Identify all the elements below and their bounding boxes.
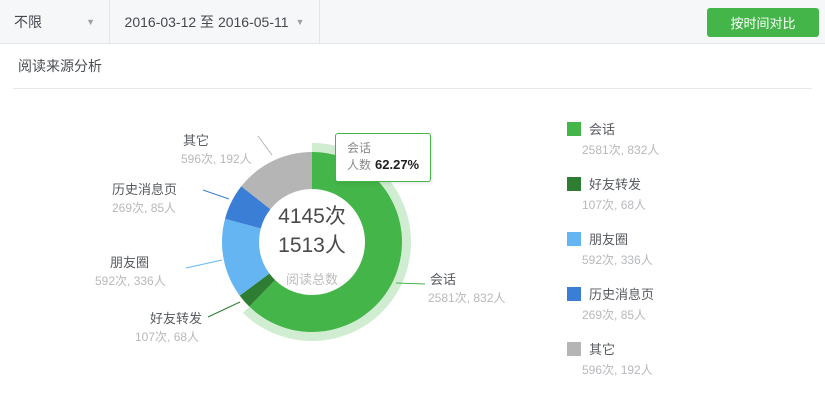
callout-source-value: 2581次, 832人: [428, 291, 506, 305]
legend-name: 会话: [589, 122, 616, 137]
donut-slice-friend-forward[interactable]: [239, 273, 276, 307]
tooltip-value: 62.27%: [375, 157, 420, 172]
total-caption: 阅读总数: [285, 272, 338, 287]
section-header: 阅读来源分析: [13, 44, 812, 89]
callout-line-conversation: [395, 282, 426, 285]
toolbar: 不限 ▼ 2016-03-12 至 2016-05-11 ▼ 按时间对比: [0, 0, 825, 44]
tooltip-label: 人数: [347, 158, 372, 172]
callout-line-history-page: [202, 189, 230, 200]
donut-slice-history-page[interactable]: [225, 186, 271, 229]
legend-name: 历史消息页: [589, 287, 655, 302]
callout-source-name: 好友转发: [150, 311, 203, 326]
callout-source-name: 历史消息页: [112, 182, 178, 197]
chevron-down-icon: ▼: [295, 16, 305, 27]
channel-filter-value: 不限: [14, 14, 42, 30]
legend-item-moments[interactable]: 朋友圈 592次, 336人: [567, 229, 659, 269]
legend-item-history-page[interactable]: 历史消息页 269次, 85人: [567, 284, 659, 324]
legend-value: 2581次, 832人: [582, 143, 660, 157]
chevron-down-icon: ▼: [86, 16, 95, 27]
donut-center-label: 4145次 1513人 阅读总数: [232, 202, 392, 288]
callout-label-history-page: 历史消息页 269次, 85人: [112, 181, 177, 218]
legend-swatch-icon: [567, 176, 581, 191]
callout-label-conversation: 会话 2581次, 832人: [428, 271, 505, 308]
section-title: 阅读来源分析: [18, 58, 102, 74]
legend-value: 596次, 192人: [582, 363, 653, 377]
donut-slice-moments[interactable]: [222, 218, 270, 296]
callout-label-moments: 朋友圈 592次, 336人: [95, 254, 166, 291]
callout-source-value: 596次, 192人: [181, 152, 252, 166]
callout-source-value: 592次, 336人: [95, 274, 166, 288]
legend-item-other[interactable]: 其它 596次, 192人: [567, 339, 659, 379]
channel-filter-dropdown[interactable]: 不限 ▼: [0, 0, 110, 44]
callout-label-friend-forward: 好友转发 107次, 68人: [135, 310, 202, 347]
callout-line-moments: [185, 259, 223, 269]
callout-source-name: 会话: [430, 272, 457, 287]
legend-name: 好友转发: [589, 177, 642, 192]
legend-name: 其它: [589, 342, 616, 357]
legend-item-conversation[interactable]: 会话 2581次, 832人: [567, 119, 659, 159]
date-range-dropdown[interactable]: 2016-03-12 至 2016-05-11 ▼: [110, 0, 320, 44]
callout-label-other: 其它 596次, 192人: [181, 132, 252, 169]
donut-chart-canvas: [185, 135, 426, 341]
legend-value: 107次, 68人: [582, 198, 647, 212]
legend-swatch-icon: [567, 286, 581, 301]
chart-legend: 会话 2581次, 832人好友转发 107次, 68人朋友圈 592次, 336人历…: [567, 119, 659, 394]
legend-name: 朋友圈: [589, 232, 629, 247]
legend-swatch-icon: [567, 231, 581, 246]
callout-line-other: [257, 135, 273, 156]
legend-swatch-icon: [567, 341, 581, 356]
legend-swatch-icon: [567, 121, 581, 136]
legend-item-friend-forward[interactable]: 好友转发 107次, 68人: [567, 174, 659, 214]
legend-value: 592次, 336人: [582, 253, 653, 267]
callout-source-value: 107次, 68人: [135, 330, 200, 344]
read-source-chart: 4145次 1513人 阅读总数 会话 人数 62.27% 会话 2581次, 83…: [0, 90, 825, 400]
total-readers-value: 1513人: [278, 234, 346, 257]
callout-source-name: 朋友圈: [110, 255, 150, 270]
callout-line-friend-forward: [207, 301, 241, 318]
donut-slice-conversation[interactable]: [249, 152, 403, 332]
tooltip-title: 会话: [347, 141, 372, 155]
date-range-value: 2016-03-12 至 2016-05-11: [124, 14, 289, 30]
legend-value: 269次, 85人: [582, 308, 647, 322]
slice-highlight-conversation: [243, 143, 412, 341]
callout-source-value: 269次, 85人: [112, 201, 177, 215]
total-reads-value: 4145次: [278, 205, 346, 228]
compare-by-time-button[interactable]: 按时间对比: [707, 8, 819, 37]
chart-tooltip: 会话 人数 62.27%: [335, 133, 432, 182]
donut-slice-other[interactable]: [241, 152, 312, 210]
callout-source-name: 其它: [183, 133, 210, 148]
